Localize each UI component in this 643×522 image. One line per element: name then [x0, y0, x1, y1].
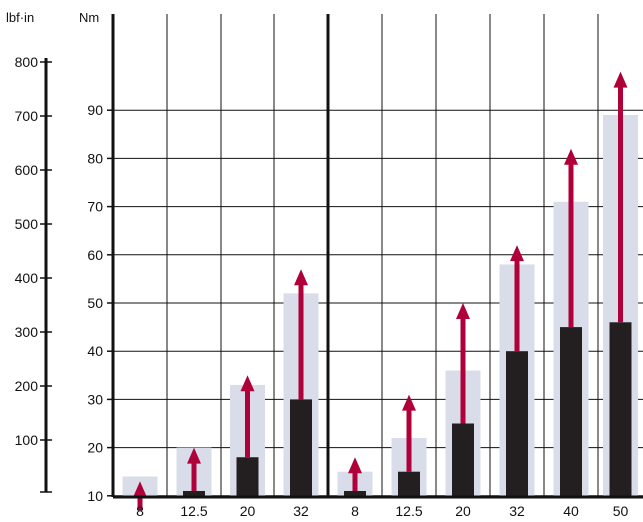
category-label: 50: [613, 503, 629, 519]
lbfin-tick-label: 300: [15, 324, 39, 340]
labels: lbf·in Nm 100 200 300 400 500 600 700 800 10 20 30…: [6, 10, 628, 519]
lbfin-tick-label: 700: [15, 108, 39, 124]
arrow-head: [240, 375, 255, 392]
arrow-head: [294, 269, 308, 286]
category-label: 12.5: [180, 503, 207, 519]
lbfin-tick-label: 100: [15, 432, 39, 448]
nm-tick-label: 70: [87, 199, 103, 215]
arrow-head: [456, 303, 470, 319]
arrow-head: [402, 394, 416, 411]
category-label: 12.5: [395, 503, 422, 519]
nm-tick-label: 60: [87, 247, 103, 263]
bars: [122, 115, 638, 498]
axes: [40, 14, 643, 499]
lbfin-tick-label: 600: [15, 162, 39, 178]
dark-bar: [398, 471, 420, 497]
nm-tick-label: 80: [87, 150, 103, 166]
nm-tick-label: 40: [87, 343, 103, 359]
arrow-head: [613, 71, 628, 88]
arrow-head: [348, 457, 362, 474]
nm-tick-label: 50: [87, 295, 103, 311]
arrow-head: [187, 447, 201, 464]
dark-bar: [452, 423, 474, 497]
dark-bar: [290, 399, 312, 497]
dark-bar: [506, 351, 528, 497]
dark-bar: [236, 457, 259, 497]
arrow-head: [133, 481, 147, 498]
arrow-head: [564, 148, 578, 165]
category-label: 32: [509, 503, 525, 519]
nm-tick-label: 20: [87, 440, 103, 456]
nm-tick-label: 90: [87, 102, 103, 118]
dark-bar: [609, 322, 632, 497]
grid: [113, 14, 643, 497]
category-label: 40: [563, 503, 579, 519]
arrows: [133, 71, 628, 511]
category-label: 20: [455, 503, 471, 519]
category-label: 8: [351, 503, 359, 519]
nm-tick-label: 30: [87, 391, 103, 407]
category-label: 20: [240, 503, 256, 519]
lbfin-tick-label: 800: [15, 54, 39, 70]
nm-unit-label: Nm: [79, 10, 99, 25]
lbfin-tick-label: 200: [15, 378, 39, 394]
nm-tick-label: 10: [87, 488, 103, 504]
lbfin-tick-label: 500: [15, 216, 39, 232]
category-label: 8: [136, 503, 144, 519]
lbfin-unit-label: lbf·in: [6, 10, 34, 25]
dark-bar: [344, 490, 366, 497]
category-label: 32: [293, 503, 309, 519]
arrow-head: [510, 245, 524, 262]
dark-bar: [183, 490, 205, 497]
dark-bar: [560, 327, 582, 497]
lbfin-tick-label: 400: [15, 270, 39, 286]
